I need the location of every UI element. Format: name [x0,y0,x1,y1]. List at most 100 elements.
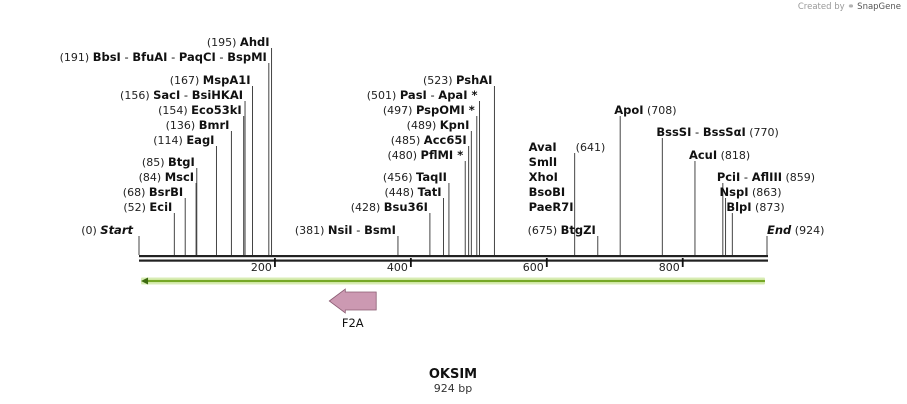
enzyme-name: AvaI [529,140,557,154]
site-acui[interactable]: AcuI (818) [689,148,750,255]
site-position: (501) [367,89,400,102]
site-label: ApoI (708) [614,103,676,117]
start-label: (0) Start [81,223,133,237]
site-label: (489) KpnI [407,118,470,132]
site-bsu36i[interactable]: (428) Bsu36I [351,200,431,255]
tick-label: 400 [387,261,408,274]
site-position: (428) [351,201,384,214]
ruler-tick-600: 600 [523,258,548,274]
enzyme-name: Acc65I [424,133,467,147]
site-nsii[interactable]: (381) NsiI - BsmI [295,223,399,255]
enzyme-name: SacI [153,88,180,102]
site-btgzi[interactable]: (675) BtgZI [528,223,599,255]
site-label: (428) Bsu36I [351,200,428,214]
enzyme-name: PaqCI [179,50,216,64]
site-label: (68) BsrBI [123,185,183,199]
site-kpni[interactable]: (489) KpnI [407,118,472,255]
dna-backbone [139,255,768,262]
sequence-length: 924 bp [434,382,472,395]
site-label: (156) SacI - BsiHKAI [120,88,243,102]
enzyme-name: BssSI [656,125,691,139]
site-position: (195) [207,36,240,49]
enzyme-name: PaeR7I [529,200,574,214]
snapgene-credit: Created by ⚭ SnapGene [798,2,901,12]
site-position: (85) [142,156,168,169]
enzyme-name: AflIII [752,170,782,184]
site-bbsi[interactable]: (191) BbsI - BfuAI - PaqCI - BspMI [60,50,270,255]
site-pshai[interactable]: (523) PshAI [423,73,495,255]
site-bsssi[interactable]: BssSI - BssSαI (770) [656,125,779,255]
site-ahdi[interactable]: (195) AhdI [207,35,273,255]
site-btgi[interactable]: (85) BtgI [142,155,198,255]
site-pflmi[interactable]: (480) PflMI * [387,148,466,255]
site-position: (675) [528,224,561,237]
site-position: (873) [752,201,785,214]
site-saci[interactable]: (156) SacI - BsiHKAI [120,88,246,255]
enzyme-name: BsiHKAI [192,88,243,102]
end-position: (924) [791,224,824,237]
enzyme-name: ApaI * [438,88,477,102]
site-position: (497) [383,104,416,117]
enzyme-name: PciI [717,170,740,184]
enzyme-name: BtgI [168,155,195,169]
site-nspi[interactable]: NspI (863) [720,185,782,255]
site-label: (154) Eco53kI [158,103,242,117]
site-pasi[interactable]: (501) PasI - ApaI * [367,88,481,255]
site-position: (84) [139,171,165,184]
site-position: (167) [170,74,203,87]
tick-label: 800 [659,261,680,274]
site-position: (770) [746,126,779,139]
site-pspomi[interactable]: (497) PspOMI * [383,103,478,255]
site-position: (859) [782,171,815,184]
enzyme-name: TatI [418,185,442,199]
enzyme-name: TaqII [416,170,447,184]
site-label: (456) TaqII [383,170,447,184]
site-position: (708) [644,104,677,117]
enzyme-name: BlpI [726,200,751,214]
site-eco53ki[interactable]: (154) Eco53kI [158,103,245,255]
orf-arrow[interactable] [141,277,765,285]
site-acc65i[interactable]: (485) Acc65I [391,133,470,255]
site-apoi[interactable]: ApoI (708) [614,103,677,255]
site-eagi[interactable]: (114) EagI [153,133,217,255]
site-label: (497) PspOMI * [383,103,475,117]
enzyme-name: BfuAI [132,50,167,64]
site-label: BssSI - BssSαI (770) [656,125,779,139]
ruler-tick-800: 800 [659,258,684,274]
site-position: (68) [123,186,149,199]
ruler-tick-200: 200 [251,258,276,274]
tick-label: 600 [523,261,544,274]
enzyme-name: ApoI [614,103,643,117]
site-blpi[interactable]: BlpI (873) [726,200,785,255]
site-ecii[interactable]: (52) EciI [123,200,175,255]
enzyme-separator: - [180,88,191,102]
site-taqii[interactable]: (456) TaqII [383,170,450,255]
site-bmri[interactable]: (136) BmrI [166,118,232,255]
site-bsrbi[interactable]: (68) BsrBI [123,185,186,255]
feature-f2a[interactable]: F2A [328,288,377,330]
site-mspa1i[interactable]: (167) MspA1I [170,73,254,255]
feature-arrow [328,288,377,314]
site-position: (114) [153,134,186,147]
backbone-bottom-strand [139,259,768,262]
site-position: (156) [120,89,153,102]
site-label: (136) BmrI [166,118,230,132]
site-position: (52) [123,201,149,214]
site-label: (523) PshAI [423,73,493,87]
enzyme-name: NsiI [328,223,353,237]
site-tati[interactable]: (448) TatI [385,185,444,255]
orf-arrowhead [141,277,149,285]
start-text: Start [100,223,133,237]
site-pcii[interactable]: PciI - AflIII (859) [717,170,815,255]
site-label: AcuI (818) [689,148,750,162]
site-label: (195) AhdI [207,35,270,49]
ruler-ticks: 200 400 600 800 [251,258,684,274]
end-labels: (0) Start End (924) [81,223,824,255]
site-position: (863) [749,186,782,199]
site-position: (523) [423,74,456,87]
enzyme-separator: - [121,50,132,64]
site-msci[interactable]: (84) MscI [139,170,197,255]
site-label: (167) MspA1I [170,73,251,87]
snapgene-logo-icon: ⚭ [847,2,855,12]
